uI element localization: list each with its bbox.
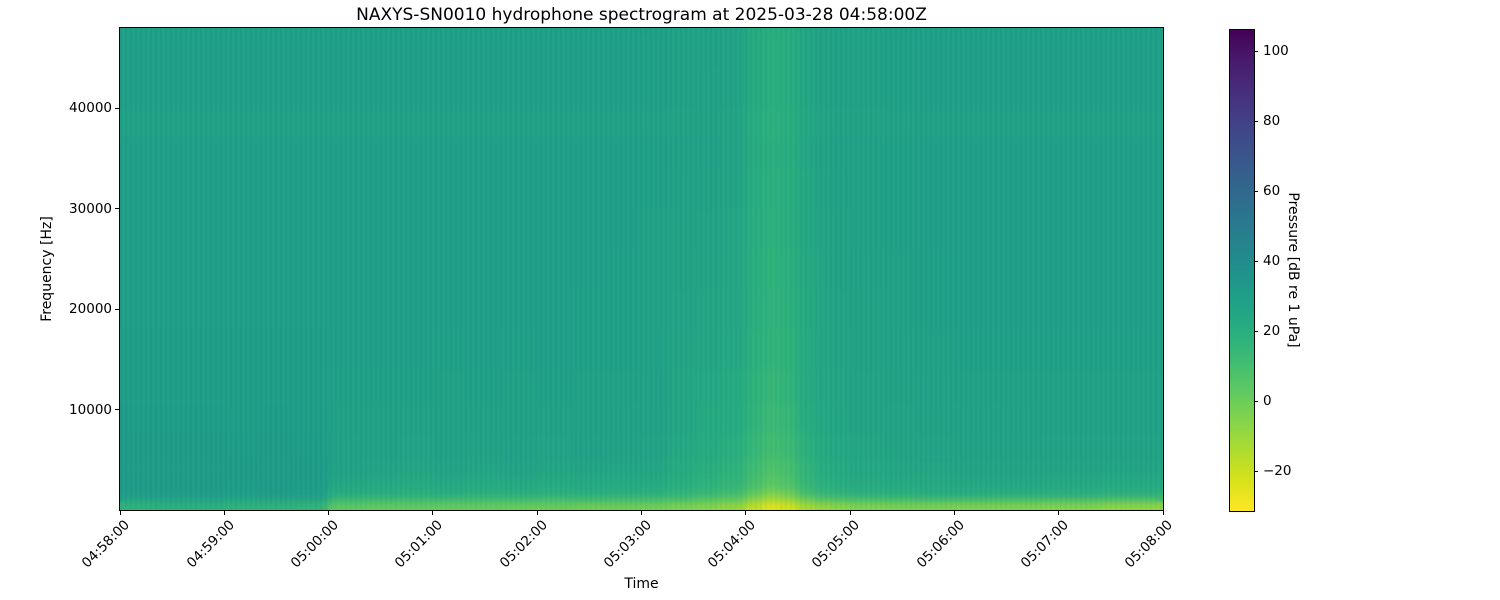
y-tick-label: 30000 bbox=[69, 200, 112, 217]
y-tick-mark bbox=[115, 107, 119, 109]
colorbar-tick-mark bbox=[1254, 330, 1258, 332]
chart-title: NAXYS-SN0010 hydrophone spectrogram at 2… bbox=[356, 5, 927, 25]
colorbar-tick-mark bbox=[1254, 190, 1258, 192]
y-axis-label: Frequency [Hz] bbox=[39, 216, 55, 322]
colorbar-label: Pressure [dB re 1 uPa] bbox=[1285, 192, 1301, 348]
colorbar bbox=[1229, 29, 1255, 512]
x-axis-label: Time bbox=[624, 576, 659, 592]
x-tick-label: 04:58:00 bbox=[79, 517, 134, 572]
colorbar-tick-label: −20 bbox=[1263, 463, 1292, 480]
colorbar-tick-label: 100 bbox=[1263, 43, 1289, 60]
x-tick-mark bbox=[953, 511, 955, 515]
colorbar-tick-mark bbox=[1254, 120, 1258, 122]
x-tick-label: 05:00:00 bbox=[287, 517, 342, 572]
x-tick-label: 05:08:00 bbox=[1122, 517, 1177, 572]
x-tick-mark bbox=[536, 511, 538, 515]
x-tick-label: 05:01:00 bbox=[392, 517, 447, 572]
colorbar-tick-mark bbox=[1254, 260, 1258, 262]
x-tick-mark bbox=[1162, 511, 1164, 515]
colorbar-tick-label: 0 bbox=[1263, 393, 1272, 410]
x-tick-label: 05:07:00 bbox=[1017, 517, 1073, 572]
y-tick-label: 10000 bbox=[69, 401, 112, 418]
y-tick-mark bbox=[115, 308, 119, 310]
y-tick-mark bbox=[115, 208, 119, 210]
x-tick-mark bbox=[432, 511, 434, 515]
colorbar-tick-label: 40 bbox=[1263, 253, 1281, 270]
colorbar-tick-label: 20 bbox=[1263, 323, 1281, 340]
colorbar-tick-mark bbox=[1254, 400, 1258, 402]
y-tick-mark bbox=[115, 409, 119, 411]
x-tick-mark bbox=[119, 511, 121, 515]
y-tick-label: 20000 bbox=[69, 301, 112, 318]
x-tick-label: 05:06:00 bbox=[913, 517, 968, 572]
x-tick-mark bbox=[223, 511, 225, 515]
x-tick-label: 05:05:00 bbox=[809, 517, 864, 572]
colorbar-tick-label: 80 bbox=[1263, 113, 1281, 130]
colorbar-tick-mark bbox=[1254, 50, 1258, 52]
x-tick-label: 05:04:00 bbox=[704, 517, 760, 572]
x-tick-mark bbox=[328, 511, 330, 515]
colorbar-tick-label: 60 bbox=[1263, 183, 1281, 200]
x-tick-mark bbox=[849, 511, 851, 515]
colorbar-tick-mark bbox=[1254, 470, 1258, 472]
x-tick-mark bbox=[1058, 511, 1060, 515]
x-tick-label: 05:03:00 bbox=[600, 517, 655, 572]
x-tick-mark bbox=[641, 511, 642, 515]
x-tick-label: 04:59:00 bbox=[183, 517, 238, 572]
x-tick-mark bbox=[745, 511, 747, 515]
y-tick-label: 40000 bbox=[69, 100, 112, 117]
x-tick-label: 05:02:00 bbox=[496, 517, 551, 572]
spectrogram-heatmap bbox=[120, 28, 1163, 510]
